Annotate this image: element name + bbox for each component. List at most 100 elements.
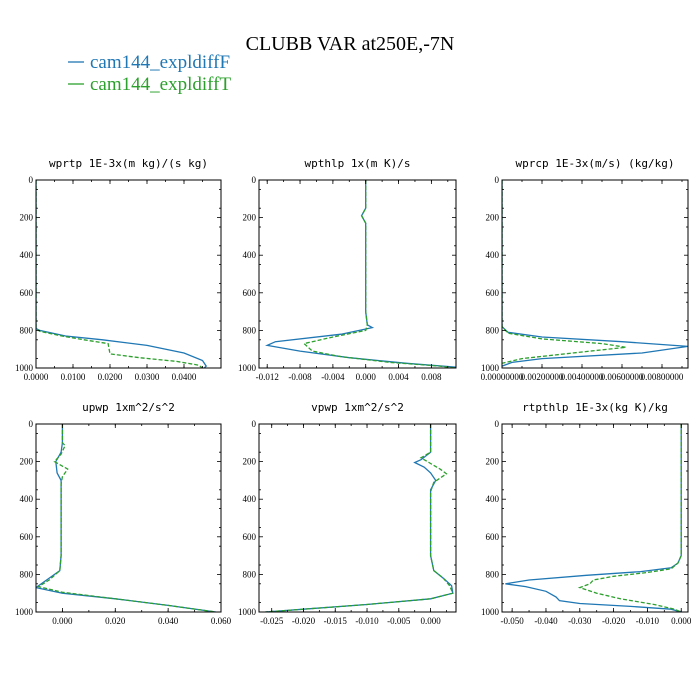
- x-tick-label: 0.0000: [24, 372, 49, 382]
- x-tick-label: 0.0400: [172, 372, 197, 382]
- y-tick-label: 200: [20, 213, 34, 223]
- x-tick-label: 0.0100: [61, 372, 86, 382]
- series-line-cam144_expldiffF: [502, 180, 688, 367]
- y-tick-label: 1000: [238, 363, 257, 373]
- x-tick-label: 0.004: [388, 372, 409, 382]
- y-tick-label: 0: [252, 175, 257, 185]
- series-line-cam144_expldiffT: [577, 424, 682, 612]
- y-tick-label: 800: [486, 569, 500, 579]
- x-tick-label: 0.008: [421, 372, 442, 382]
- y-tick-label: 400: [486, 494, 500, 504]
- x-tick-label: -0.015: [324, 616, 348, 626]
- panel-title: vpwp 1xm^2/s^2: [311, 401, 404, 414]
- series-line-cam144_expldiffT: [36, 180, 203, 368]
- y-tick-label: 600: [20, 532, 34, 542]
- y-tick-label: 600: [243, 532, 257, 542]
- series-line-cam144_expldiffT: [36, 424, 216, 612]
- plot-frame: [258, 423, 457, 613]
- y-tick-label: 800: [243, 569, 257, 579]
- x-tick-label: -0.030: [568, 616, 592, 626]
- y-tick-label: 200: [243, 213, 257, 223]
- series-line-cam144_expldiffT: [265, 424, 454, 612]
- x-tick-label: 0.040: [158, 616, 179, 626]
- figure-title: CLUBB VAR at250E,-7N: [246, 33, 455, 55]
- y-tick-label: 400: [243, 250, 257, 260]
- x-tick-label: -0.008: [288, 372, 312, 382]
- x-tick-label: -0.012: [256, 372, 279, 382]
- panels: wprtp 1E-3x(m kg)/(s kg) 0 200 400 600 800 100…: [15, 157, 692, 626]
- x-tick-label: 0.000: [420, 616, 441, 626]
- panel-2: wpthlp 1x(m K)/s02004006008001000-0.012-…: [238, 157, 457, 382]
- y-tick-label: 200: [20, 457, 34, 467]
- y-tick-label: 400: [20, 494, 34, 504]
- y-tick-label: 600: [243, 288, 257, 298]
- x-tick-label: 0.00000000: [481, 372, 524, 382]
- panel-6: rtpthlp 1E-3x(kg K)/kg02004006008001000-…: [481, 401, 692, 626]
- y-tick-label: 1000: [481, 607, 500, 617]
- panel-1: wprtp 1E-3x(m kg)/(s kg) 0 200 400 600 800 100…: [15, 157, 222, 382]
- panel-title: wprcp 1E-3x(m/s) (kg/kg): [516, 157, 675, 170]
- panel-5: vpwp 1xm^2/s^2 0 200 400 600 800 1000-0.025 -0.…: [238, 401, 457, 626]
- y-tick-label: 0: [29, 419, 34, 429]
- x-tick-label: -0.040: [534, 616, 558, 626]
- legend-label-cam144-expldiffF: cam144_expldiffF: [90, 52, 230, 73]
- y-tick-label: 0: [495, 175, 500, 185]
- x-tick-label: -0.020: [602, 616, 626, 626]
- y-tick-label: 0: [252, 419, 257, 429]
- x-tick-label: 0.020: [105, 616, 126, 626]
- y-tick-label: 1000: [15, 607, 34, 617]
- legend: cam144_expldiffF cam144_expldiffT: [68, 52, 231, 95]
- x-tick-label: 0.000: [671, 616, 692, 626]
- series-line-cam144_expldiffF: [265, 424, 454, 612]
- y-tick-label: 0: [29, 175, 34, 185]
- y-tick-label: 600: [20, 288, 34, 298]
- plot-frame: [35, 423, 222, 613]
- plot-frame: [501, 423, 689, 613]
- plot-frame: [258, 179, 457, 369]
- y-tick-label: 200: [486, 457, 500, 467]
- panel-title: wprtp 1E-3x(m kg)/(s kg): [49, 157, 208, 170]
- series-line-cam144_expldiffT: [302, 180, 456, 368]
- x-tick-label: -0.005: [387, 616, 411, 626]
- panel-title: upwp 1xm^2/s^2: [82, 401, 175, 414]
- x-tick-label: -0.004: [321, 372, 345, 382]
- plot-frame: [35, 179, 222, 369]
- series-line-cam144_expldiffT: [502, 180, 627, 364]
- y-tick-label: 400: [486, 250, 500, 260]
- y-tick-label: 600: [486, 288, 500, 298]
- x-tick-label: 0.060: [211, 616, 232, 626]
- y-tick-label: 800: [20, 569, 34, 579]
- x-tick-label: -0.050: [501, 616, 525, 626]
- x-tick-label: 0.000: [356, 372, 377, 382]
- y-tick-label: 400: [20, 250, 34, 260]
- legend-label-cam144-expldiffT: cam144_expldiffT: [90, 74, 231, 95]
- y-tick-label: 0: [495, 419, 500, 429]
- x-tick-label: 0.00200000: [521, 372, 564, 382]
- y-tick-label: 1000: [15, 363, 34, 373]
- y-tick-label: 1000: [481, 363, 500, 373]
- panel-4: upwp 1xm^2/s^2 0 200 400 600 800 1000 0.000 0.02…: [15, 401, 232, 626]
- y-tick-label: 800: [486, 325, 500, 335]
- series-line-cam144_expldiffF: [36, 424, 216, 612]
- plot-frame: [501, 179, 689, 369]
- y-tick-label: 200: [243, 457, 257, 467]
- y-tick-label: 800: [20, 325, 34, 335]
- y-tick-label: 200: [486, 213, 500, 223]
- x-tick-label: -0.025: [260, 616, 284, 626]
- x-tick-label: 0.00800000: [641, 372, 684, 382]
- y-tick-label: 1000: [238, 607, 257, 617]
- series-line-cam144_expldiffF: [265, 180, 456, 368]
- x-tick-label: 0.0300: [135, 372, 160, 382]
- x-tick-label: -0.020: [292, 616, 316, 626]
- y-tick-label: 400: [243, 494, 257, 504]
- y-tick-label: 600: [486, 532, 500, 542]
- x-tick-label: 0.00400000: [561, 372, 604, 382]
- x-tick-label: -0.010: [636, 616, 660, 626]
- panel-3: wprcp 1E-3x(m/s) (kg/kg) 0 200 400 600 800 100…: [481, 157, 689, 382]
- panel-title: rtpthlp 1E-3x(kg K)/kg: [522, 401, 668, 414]
- series-line-cam144_expldiffF: [36, 180, 208, 368]
- x-tick-label: -0.010: [355, 616, 379, 626]
- x-tick-label: 0.000: [52, 616, 73, 626]
- y-tick-label: 800: [243, 325, 257, 335]
